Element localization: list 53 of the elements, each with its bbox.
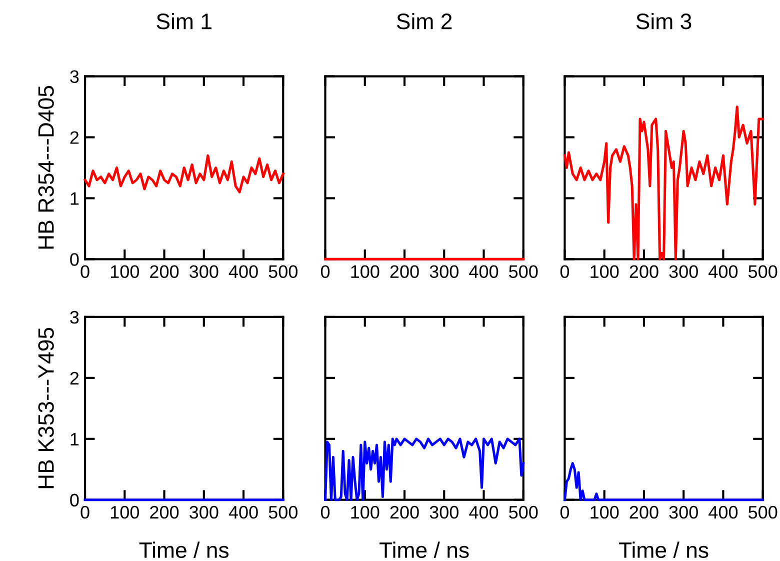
x-tick-label: 300 [430,265,458,278]
x-axis-title: Time / ns [380,542,469,558]
x-tick-label: 0 [560,265,570,278]
x-tick-label: 100 [590,506,619,519]
y-axis-title: HB R354---D405 [38,86,54,249]
x-tick-label: 100 [351,506,380,519]
chart-title: Sim 2 [396,12,452,30]
x-tick-label: 200 [630,506,658,519]
y-tick-label: 0 [70,494,79,507]
x-axis-title: Time / ns [139,542,229,558]
x-tick-label: 400 [469,265,498,278]
y-axis-title: HB K353---Y495 [38,328,54,488]
x-tick-label: 500 [268,506,298,519]
x-tick-label: 500 [268,265,298,278]
x-tick-label: 0 [320,506,330,519]
y-tick-label: 1 [70,192,79,205]
x-tick-label: 100 [110,506,139,519]
line-series [84,154,284,194]
chart-title: Sim 3 [636,12,692,30]
x-tick-label: 200 [630,265,658,278]
x-tick-label: 200 [150,265,179,278]
y-tick-label: 1 [70,433,79,446]
x-tick-label: 0 [80,506,90,519]
x-tick-label: 500 [748,265,778,278]
x-tick-label: 100 [590,265,619,278]
x-tick-label: 300 [669,265,698,278]
x-tick-label: 300 [430,506,458,519]
x-tick-label: 100 [351,265,380,278]
y-tick-label: 3 [70,70,79,84]
x-tick-label: 200 [390,265,419,278]
x-tick-label: 500 [509,506,538,519]
x-tick-label: 300 [669,506,698,519]
x-tick-label: 400 [469,506,498,519]
x-tick-label: 300 [190,265,218,278]
x-tick-label: 0 [320,265,330,278]
y-tick-label: 2 [70,372,79,384]
x-tick-label: 0 [560,506,570,519]
x-tick-label: 400 [708,265,738,278]
x-tick-label: 400 [708,506,738,519]
chart-title: Sim 1 [156,12,212,30]
x-tick-label: 100 [110,265,139,278]
y-tick-label: 0 [70,253,79,266]
x-tick-label: 400 [228,506,258,519]
x-axis-title: Time / ns [619,542,708,558]
x-tick-label: 400 [228,265,258,278]
x-tick-label: 500 [509,265,538,278]
y-tick-label: 3 [70,310,79,324]
x-tick-label: 300 [190,506,218,519]
x-tick-label: 200 [390,506,419,519]
x-tick-label: 200 [150,506,179,519]
y-tick-label: 2 [70,131,79,144]
x-tick-label: 0 [80,265,90,278]
x-tick-label: 500 [748,506,778,519]
